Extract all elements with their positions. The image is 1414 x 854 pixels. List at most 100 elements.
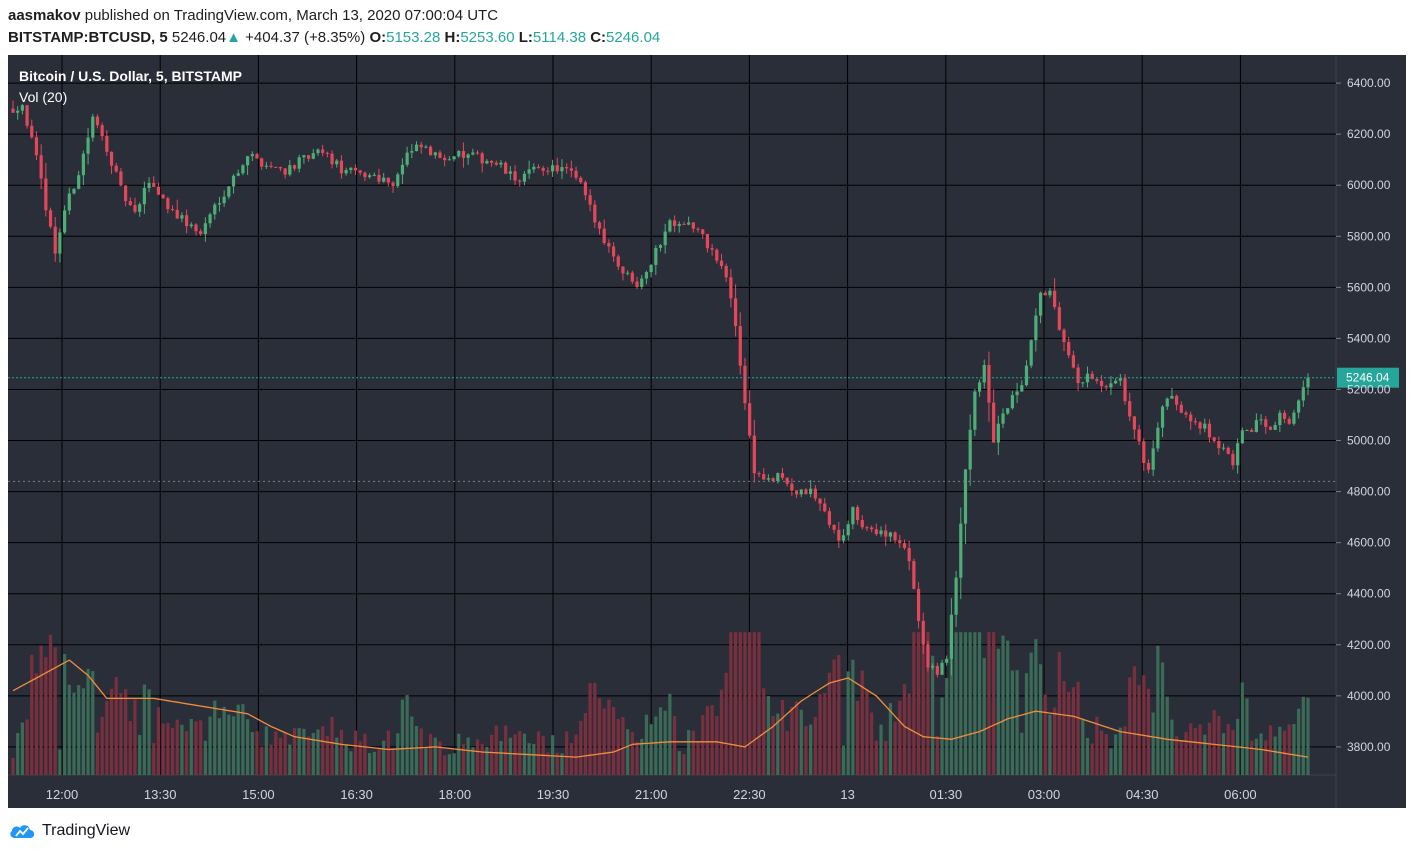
x-tick-label: 01:30 xyxy=(930,787,963,802)
candle-body xyxy=(527,169,531,174)
low-value: 5114.38 xyxy=(532,29,587,46)
chart-area[interactable]: 5246.04 6400.00 6200.00 6000.00 5800.00 5600… xyxy=(8,55,1406,808)
last-price: 5246.04 xyxy=(171,29,227,46)
candle-body xyxy=(1250,429,1254,433)
volume-bar xyxy=(1104,734,1108,775)
candle-body xyxy=(1193,421,1197,423)
x-tick-label: 12:00 xyxy=(46,787,79,802)
candle-body xyxy=(438,152,442,158)
volume-bar xyxy=(424,748,428,775)
open-value: 5153.28 xyxy=(386,29,441,46)
open-label: O: xyxy=(369,29,387,46)
candle-body xyxy=(738,326,742,366)
close-label: C: xyxy=(590,29,607,46)
candle-body xyxy=(180,215,184,219)
candle-body xyxy=(729,277,733,299)
volume-bar xyxy=(72,692,76,775)
footer-brand[interactable]: TradingView xyxy=(42,822,131,839)
volume-bar xyxy=(213,700,217,775)
candle-body xyxy=(278,167,283,169)
candlestick-chart[interactable]: 5246.04 6400.00 6200.00 6000.00 5800.00 5600… xyxy=(8,55,1406,808)
candle-body xyxy=(940,662,944,675)
volume-bar xyxy=(1062,681,1066,775)
tradingview-footer[interactable]: TradingView xyxy=(8,820,130,842)
volume-bar xyxy=(583,713,588,775)
candle-body xyxy=(372,174,376,176)
time-axis[interactable] xyxy=(8,775,1336,808)
volume-bar xyxy=(546,752,550,775)
candle-body xyxy=(95,116,100,126)
candle-body xyxy=(827,511,832,525)
candle-body xyxy=(1207,423,1212,438)
candle-body xyxy=(77,175,81,189)
candle-body xyxy=(879,530,883,535)
candle-body xyxy=(846,524,850,536)
volume-bar xyxy=(884,741,888,775)
candle-body xyxy=(1170,395,1174,399)
candle-body xyxy=(626,272,630,274)
candle-body xyxy=(1203,423,1207,429)
volume-bar xyxy=(1179,739,1183,775)
volume-bar xyxy=(1001,635,1005,775)
volume-bar xyxy=(977,632,982,775)
volume-bar xyxy=(1099,730,1104,775)
candle-body xyxy=(335,160,339,165)
volume-bar xyxy=(776,713,780,775)
volume-bar xyxy=(1114,734,1118,775)
volume-bar xyxy=(565,731,569,775)
volume-bar xyxy=(668,693,672,775)
price-axis[interactable] xyxy=(1336,55,1406,808)
axis-labels: 6400.00 6200.00 6000.00 5800.00 5600.00 5400.… xyxy=(46,76,1391,802)
x-tick-label: 13 xyxy=(840,787,854,802)
volume-bar xyxy=(485,746,489,775)
volume-bar xyxy=(175,719,179,775)
close-value: 5246.04 xyxy=(606,29,661,46)
volume-bar xyxy=(508,737,512,775)
candle-body xyxy=(931,665,935,668)
candle-body xyxy=(658,245,663,248)
candle-body xyxy=(992,402,996,443)
candle-body xyxy=(363,172,367,178)
candle-body xyxy=(1118,378,1122,381)
volume-bar xyxy=(1259,733,1263,775)
candle-body xyxy=(569,168,573,171)
volume-bar xyxy=(916,632,921,775)
volume-bar xyxy=(344,744,348,775)
candle-body xyxy=(1292,412,1296,424)
candle-body xyxy=(236,173,240,176)
volume-bar xyxy=(593,682,597,775)
author-name[interactable]: aasmakov xyxy=(8,7,81,24)
volume-bar xyxy=(630,732,634,775)
legend-title: Bitcoin / U.S. Dollar, 5, BITSTAMP xyxy=(19,68,242,84)
volume-bar xyxy=(1071,687,1075,775)
candle-body xyxy=(283,168,287,175)
x-tick-label: 03:00 xyxy=(1028,787,1061,802)
candle-body xyxy=(302,155,306,158)
candle-body xyxy=(72,188,76,194)
volume-bar xyxy=(973,632,977,775)
volume-bar xyxy=(410,716,414,775)
candle-body xyxy=(532,166,536,170)
volume-bar xyxy=(940,697,944,775)
candle-body xyxy=(189,224,193,227)
x-tick-label: 21:00 xyxy=(635,787,668,802)
chart-header: aasmakov published on TradingView.com, M… xyxy=(8,6,1408,48)
volume-bar xyxy=(1287,724,1291,775)
volume-bar xyxy=(1109,748,1113,775)
volume-bar xyxy=(1128,677,1132,775)
candles xyxy=(11,100,1310,678)
quote-line: BITSTAMP:BTCUSD, 5 5246.04▲ +404.37 (+8.… xyxy=(8,28,1408,48)
candle-body xyxy=(1264,419,1268,427)
volume-bar xyxy=(377,749,381,775)
candle-body xyxy=(170,209,175,211)
x-tick-label: 22:30 xyxy=(733,787,766,802)
candle-body xyxy=(607,243,611,247)
candle-body xyxy=(260,158,264,167)
volume-bar xyxy=(949,632,954,775)
candle-body xyxy=(86,137,90,154)
volume-bar xyxy=(1006,640,1010,775)
candle-body xyxy=(752,435,756,474)
y-tick-label: 6200.00 xyxy=(1347,127,1391,141)
volume-bar xyxy=(1156,645,1160,775)
candle-body xyxy=(1259,419,1263,421)
